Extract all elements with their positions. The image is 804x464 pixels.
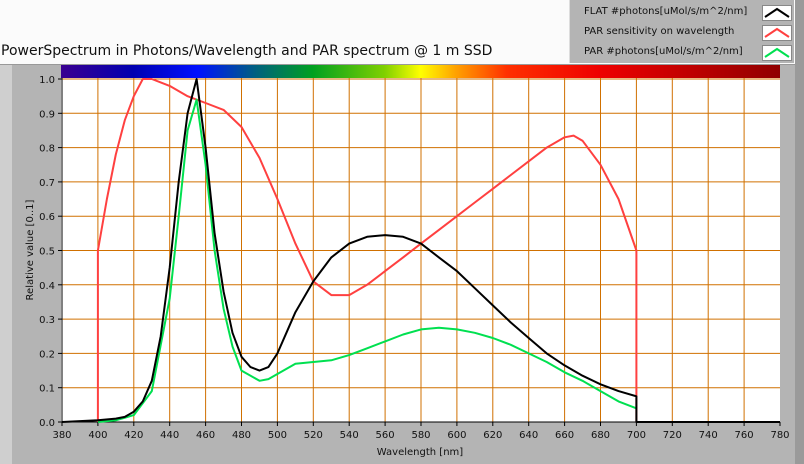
legend-item-flat: FLAT #photons[uMol/s/m^2/nm]: [570, 2, 794, 22]
x-tick-label: 380: [52, 430, 71, 441]
x-tick-label: 620: [483, 430, 502, 441]
x-tick-label: 660: [555, 430, 574, 441]
x-tick-label: 440: [160, 430, 179, 441]
x-tick-label: 420: [124, 430, 143, 441]
x-tick-label: 740: [699, 430, 718, 441]
series-line-1: [96, 78, 638, 422]
left-edge: [0, 65, 12, 464]
y-tick-label: 0.2: [39, 349, 55, 360]
y-tick-label: 0.4: [39, 281, 55, 292]
legend-swatch-icon: [762, 45, 792, 61]
x-tick-label: 760: [735, 430, 754, 441]
x-tick-label: 560: [376, 430, 395, 441]
legend: FLAT #photons[uMol/s/m^2/nm] PAR sensiti…: [569, 0, 794, 63]
x-tick-label: 580: [411, 430, 430, 441]
x-tick-label: 460: [196, 430, 215, 441]
y-tick-label: 0.6: [39, 212, 55, 223]
y-tick-label: 0.5: [39, 247, 55, 258]
legend-swatch-icon: [762, 25, 792, 41]
y-tick-label: 0.7: [39, 178, 55, 189]
series-line-0: [61, 78, 780, 423]
x-tick-label: 400: [88, 430, 107, 441]
x-tick-label: 640: [519, 430, 538, 441]
x-axis-label: Wavelength [nm]: [377, 447, 463, 458]
y-tick-label: 0.0: [39, 418, 55, 429]
x-tick-label: 500: [268, 430, 287, 441]
x-tick-label: 540: [340, 430, 359, 441]
legend-swatch-icon: [762, 5, 792, 21]
y-tick-label: 0.1: [39, 384, 55, 395]
x-tick-label: 780: [770, 430, 789, 441]
x-tick-label: 720: [663, 430, 682, 441]
y-tick-label: 0.8: [39, 144, 55, 155]
y-tick-label: 1.0: [39, 75, 55, 86]
y-tick-label: 0.9: [39, 109, 55, 120]
x-tick-label: 520: [304, 430, 323, 441]
spectrum-color-bar: [61, 65, 780, 78]
y-axis-label: Relative value [0..1]: [25, 199, 36, 300]
y-tick-label: 0.3: [39, 315, 55, 326]
x-tick-label: 700: [627, 430, 646, 441]
legend-scrollbar: [795, 0, 804, 464]
legend-label: FLAT #photons[uMol/s/m^2/nm]: [584, 6, 748, 17]
legend-item-par-photons: PAR #photons[uMol/s/m^2/nm]: [570, 42, 794, 62]
legend-label: PAR sensitivity on wavelength: [584, 26, 735, 37]
legend-label: PAR #photons[uMol/s/m^2/nm]: [584, 46, 743, 57]
x-tick-label: 600: [447, 430, 466, 441]
series-line-2: [97, 98, 637, 423]
chart-title: PowerSpectrum in Photons/Wavelength and …: [1, 43, 493, 59]
x-tick-label: 480: [232, 430, 251, 441]
x-tick-label: 680: [591, 430, 610, 441]
legend-item-par-sensitivity: PAR sensitivity on wavelength: [570, 22, 794, 42]
